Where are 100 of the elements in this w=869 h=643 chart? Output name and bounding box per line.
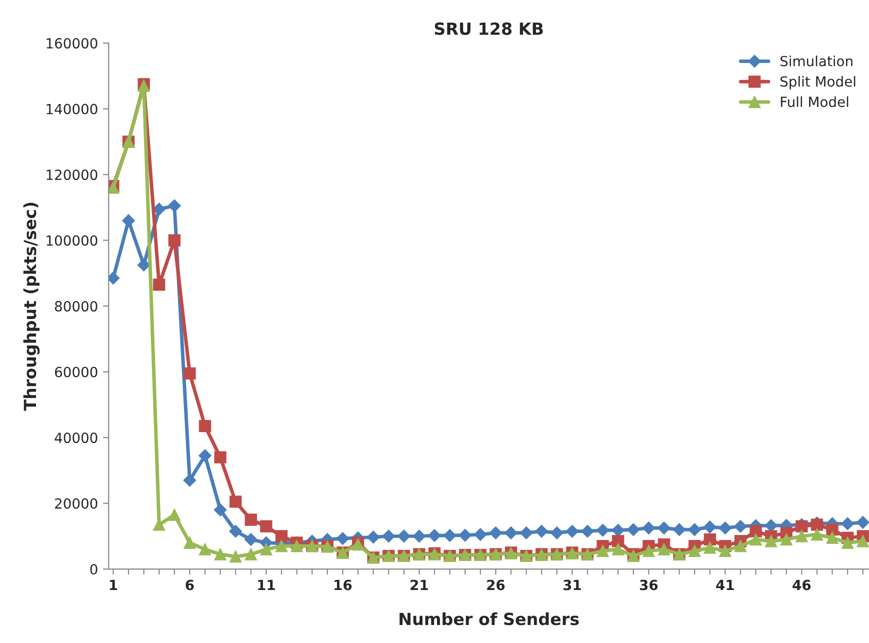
y-tick-label: 120000: [46, 170, 98, 180]
point: [152, 202, 166, 216]
point: [826, 532, 838, 544]
y-tick-label: 160000: [46, 38, 98, 49]
legend-label: Simulation: [780, 56, 852, 66]
point: [780, 533, 792, 546]
chart-title: SRU 128 KB: [434, 22, 543, 35]
point: [750, 525, 762, 538]
point: [596, 544, 609, 558]
point: [842, 536, 854, 549]
x-tick-label: 6: [186, 580, 194, 590]
point: [137, 258, 150, 272]
point: [336, 532, 350, 545]
point: [244, 548, 257, 560]
point: [535, 524, 548, 538]
point: [184, 536, 196, 549]
point: [214, 503, 227, 516]
point: [688, 523, 701, 536]
point: [290, 540, 303, 552]
point: [230, 550, 242, 563]
point: [198, 449, 212, 462]
point: [764, 519, 778, 532]
point: [566, 524, 579, 538]
legend-label: Full Model: [780, 96, 848, 108]
y-axis-title: Throughput (pkts/sec): [23, 202, 40, 411]
y-tick-label: 140000: [46, 104, 98, 114]
point: [183, 474, 196, 487]
y-tick-label: 80000: [54, 301, 98, 312]
point: [382, 530, 396, 543]
point: [244, 533, 258, 546]
point: [214, 451, 226, 464]
point: [412, 530, 426, 543]
point: [856, 535, 869, 548]
point: [198, 420, 212, 432]
point: [489, 526, 502, 540]
point: [275, 540, 288, 552]
x-tick-label: 41: [716, 580, 734, 590]
point: [474, 528, 487, 541]
point: [810, 518, 824, 531]
point: [703, 520, 716, 534]
point: [550, 526, 564, 540]
point: [168, 234, 180, 246]
x-tick-label: 46: [792, 580, 811, 590]
point: [230, 496, 242, 508]
point: [765, 535, 778, 548]
point: [428, 529, 441, 542]
point: [719, 544, 732, 558]
point: [581, 524, 594, 538]
point: [260, 520, 272, 532]
point: [260, 543, 272, 556]
point: [443, 529, 456, 542]
point: [397, 530, 410, 543]
x-tick-label: 31: [563, 580, 581, 590]
point: [796, 530, 808, 542]
point: [658, 543, 670, 556]
point: [366, 530, 380, 544]
point: [841, 517, 854, 530]
y-tick-label: 40000: [54, 432, 98, 444]
x-tick-label: 1: [110, 580, 118, 590]
x-tick-label: 26: [487, 580, 505, 590]
y-tick-label: 0: [90, 564, 98, 575]
point: [612, 543, 624, 556]
point: [229, 524, 242, 538]
x-axis-title: Number of Senders: [400, 612, 579, 626]
point: [214, 548, 226, 560]
point: [642, 522, 656, 534]
point: [704, 533, 716, 546]
point: [168, 199, 181, 212]
point: [826, 524, 838, 536]
point: [244, 514, 257, 526]
point: [626, 523, 640, 536]
point: [184, 367, 196, 380]
y-tick-label: 100000: [46, 235, 98, 246]
x-tick-label: 21: [410, 580, 428, 590]
point: [122, 214, 135, 228]
y-tick-label: 60000: [54, 366, 98, 378]
point: [458, 528, 472, 542]
point: [718, 522, 732, 534]
point: [198, 543, 212, 556]
point: [612, 535, 624, 548]
point: [704, 542, 716, 554]
point: [275, 530, 288, 542]
y-tick-label: 20000: [55, 498, 98, 509]
point: [504, 526, 518, 540]
point: [612, 524, 625, 537]
point: [520, 526, 533, 540]
point: [810, 528, 824, 541]
point: [658, 522, 670, 534]
point: [596, 524, 610, 537]
point: [734, 520, 747, 533]
x-tick-label: 16: [334, 580, 352, 590]
x-tick-label: 11: [258, 580, 275, 590]
point: [672, 523, 686, 536]
point: [688, 544, 701, 558]
legend-label: Split Model: [780, 76, 856, 90]
point: [168, 508, 180, 521]
point: [153, 278, 166, 291]
point: [642, 544, 655, 558]
point: [750, 533, 762, 546]
x-tick-label: 36: [640, 580, 658, 590]
